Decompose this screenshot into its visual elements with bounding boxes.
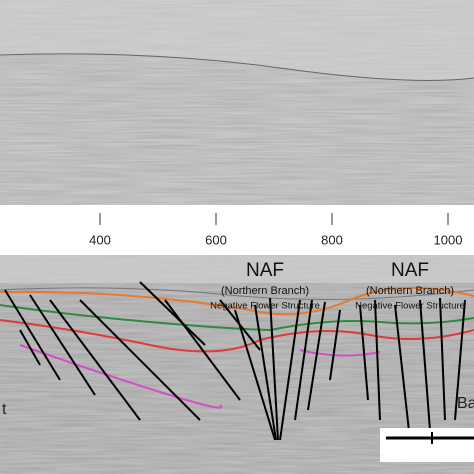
- edge-label-right: Ba: [457, 395, 474, 412]
- annotation-subtitle: (Northern Branch): [366, 285, 454, 297]
- top-seismic-panel: [0, 0, 474, 205]
- annotation-subtitle: (Northern Branch): [221, 285, 309, 297]
- tick-label: 800: [321, 232, 343, 247]
- scale-bar: [380, 428, 474, 462]
- tick-label: 400: [89, 232, 111, 247]
- tick-label: 600: [205, 232, 227, 247]
- distance-axis: 400 600 800 1000: [89, 213, 462, 247]
- annotations: NAF (Northern Branch) Negative Flower Stru…: [210, 260, 465, 312]
- annotation-title: NAF: [246, 260, 284, 281]
- edge-label-left: t: [2, 401, 7, 418]
- tick-label: 1000: [434, 232, 463, 247]
- annotation-title: NAF: [391, 260, 429, 281]
- annotation-note: Negative Flower Structure: [355, 301, 465, 312]
- annotation-note: Negative Flower Structure: [210, 301, 320, 312]
